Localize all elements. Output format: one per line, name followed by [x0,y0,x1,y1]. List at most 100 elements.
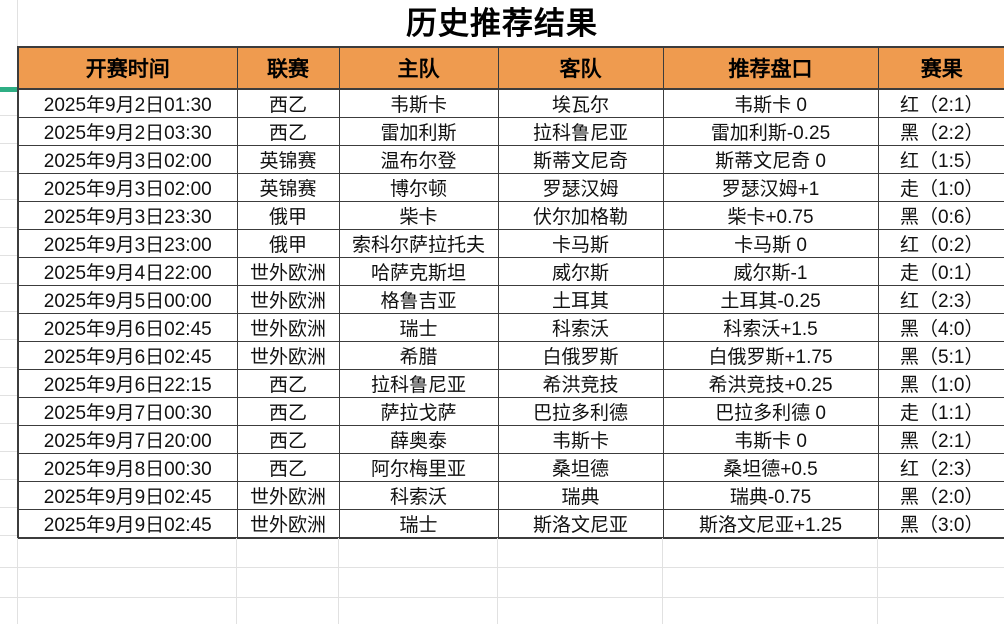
cell-away-team[interactable]: 桑坦德 [497,453,664,482]
table-row: 2025年9月9日02:45 世外欧洲 科索沃 瑞典 瑞典-0.75 黑（2:0… [17,481,1004,510]
cell-home-team[interactable]: 柴卡 [338,201,499,230]
cell-home-team[interactable]: 希腊 [338,341,499,370]
cell-handicap[interactable]: 巴拉多利德 0 [662,397,879,426]
cell-league[interactable]: 西乙 [236,117,340,146]
cell-home-team[interactable]: 拉科鲁尼亚 [338,369,499,398]
cell-home-team[interactable]: 博尔顿 [338,173,499,202]
cell-handicap[interactable]: 土耳其-0.25 [662,285,879,314]
cell-result[interactable]: 黑（0:6） [877,201,1004,230]
cell-away-team[interactable]: 威尔斯 [497,257,664,286]
cell-away-team[interactable]: 瑞典 [497,481,664,510]
cell-league[interactable]: 西乙 [236,397,340,426]
cell-result[interactable]: 黑（1:0） [877,369,1004,398]
cell-league[interactable]: 英锦赛 [236,145,340,174]
cell-home-team[interactable]: 瑞士 [338,509,499,539]
cell-kickoff-time[interactable]: 2025年9月2日01:30 [17,88,238,118]
cell-home-team[interactable]: 科索沃 [338,481,499,510]
cell-home-team[interactable]: 萨拉戈萨 [338,397,499,426]
cell-league[interactable]: 世外欧洲 [236,481,340,510]
cell-home-team[interactable]: 瑞士 [338,313,499,342]
cell-handicap[interactable]: 桑坦德+0.5 [662,453,879,482]
cell-handicap[interactable]: 柴卡+0.75 [662,201,879,230]
cell-league[interactable]: 英锦赛 [236,173,340,202]
cell-result[interactable]: 红（2:1） [877,88,1004,118]
cell-league[interactable]: 俄甲 [236,201,340,230]
cell-home-team[interactable]: 温布尔登 [338,145,499,174]
cell-league[interactable]: 世外欧洲 [236,285,340,314]
cell-result[interactable]: 走（1:1） [877,397,1004,426]
table-row: 2025年9月9日02:45 世外欧洲 瑞士 斯洛文尼亚 斯洛文尼亚+1.25 … [17,509,1004,539]
cell-league[interactable]: 西乙 [236,369,340,398]
cell-kickoff-time[interactable]: 2025年9月3日23:30 [17,201,238,230]
cell-result[interactable]: 黑（2:2） [877,117,1004,146]
cell-away-team[interactable]: 希洪竞技 [497,369,664,398]
cell-handicap[interactable]: 罗瑟汉姆+1 [662,173,879,202]
cell-kickoff-time[interactable]: 2025年9月3日02:00 [17,173,238,202]
cell-result[interactable]: 走（1:0） [877,173,1004,202]
cell-league[interactable]: 世外欧洲 [236,509,340,539]
cell-kickoff-time[interactable]: 2025年9月3日23:00 [17,229,238,258]
cell-away-team[interactable]: 卡马斯 [497,229,664,258]
cell-handicap[interactable]: 科索沃+1.5 [662,313,879,342]
cell-result[interactable]: 红（2:3） [877,285,1004,314]
cell-away-team[interactable]: 巴拉多利德 [497,397,664,426]
cell-league[interactable]: 俄甲 [236,229,340,258]
cell-home-team[interactable]: 阿尔梅里亚 [338,453,499,482]
table-row: 2025年9月6日02:45 世外欧洲 瑞士 科索沃 科索沃+1.5 黑（4:0… [17,313,1004,342]
cell-handicap[interactable]: 希洪竞技+0.25 [662,369,879,398]
empty-gridline-v [17,538,18,624]
cell-away-team[interactable]: 斯洛文尼亚 [497,509,664,539]
cell-away-team[interactable]: 拉科鲁尼亚 [497,117,664,146]
cell-handicap[interactable]: 瑞典-0.75 [662,481,879,510]
cell-kickoff-time[interactable]: 2025年9月7日00:30 [17,397,238,426]
cell-handicap[interactable]: 卡马斯 0 [662,229,879,258]
cell-kickoff-time[interactable]: 2025年9月5日00:00 [17,285,238,314]
cell-away-team[interactable]: 埃瓦尔 [497,88,664,118]
cell-handicap[interactable]: 韦斯卡 0 [662,88,879,118]
cell-league[interactable]: 世外欧洲 [236,257,340,286]
cell-result[interactable]: 黑（4:0） [877,313,1004,342]
cell-kickoff-time[interactable]: 2025年9月9日02:45 [17,481,238,510]
cell-home-team[interactable]: 索科尔萨拉托夫 [338,229,499,258]
cell-league[interactable]: 世外欧洲 [236,313,340,342]
cell-kickoff-time[interactable]: 2025年9月2日03:30 [17,117,238,146]
cell-handicap[interactable]: 威尔斯-1 [662,257,879,286]
cell-league[interactable]: 西乙 [236,425,340,454]
cell-away-team[interactable]: 伏尔加格勒 [497,201,664,230]
cell-kickoff-time[interactable]: 2025年9月6日02:45 [17,341,238,370]
cell-league[interactable]: 世外欧洲 [236,341,340,370]
cell-result[interactable]: 红（0:2） [877,229,1004,258]
cell-league[interactable]: 西乙 [236,88,340,118]
cell-away-team[interactable]: 科索沃 [497,313,664,342]
cell-result[interactable]: 黑（3:0） [877,509,1004,539]
cell-home-team[interactable]: 雷加利斯 [338,117,499,146]
cell-handicap[interactable]: 斯蒂文尼奇 0 [662,145,879,174]
cell-home-team[interactable]: 格鲁吉亚 [338,285,499,314]
cell-handicap[interactable]: 斯洛文尼亚+1.25 [662,509,879,539]
cell-result[interactable]: 红（2:3） [877,453,1004,482]
cell-result[interactable]: 黑（5:1） [877,341,1004,370]
cell-home-team[interactable]: 哈萨克斯坦 [338,257,499,286]
cell-home-team[interactable]: 薛奥泰 [338,425,499,454]
cell-league[interactable]: 西乙 [236,453,340,482]
cell-kickoff-time[interactable]: 2025年9月9日02:45 [17,509,238,539]
cell-away-team[interactable]: 白俄罗斯 [497,341,664,370]
cell-home-team[interactable]: 韦斯卡 [338,88,499,118]
cell-away-team[interactable]: 土耳其 [497,285,664,314]
cell-handicap[interactable]: 韦斯卡 0 [662,425,879,454]
cell-kickoff-time[interactable]: 2025年9月4日22:00 [17,257,238,286]
cell-away-team[interactable]: 斯蒂文尼奇 [497,145,664,174]
cell-handicap[interactable]: 雷加利斯-0.25 [662,117,879,146]
cell-result[interactable]: 黑（2:1） [877,425,1004,454]
cell-result[interactable]: 红（1:5） [877,145,1004,174]
cell-away-team[interactable]: 罗瑟汉姆 [497,173,664,202]
cell-result[interactable]: 走（0:1） [877,257,1004,286]
cell-handicap[interactable]: 白俄罗斯+1.75 [662,341,879,370]
cell-kickoff-time[interactable]: 2025年9月6日22:15 [17,369,238,398]
cell-kickoff-time[interactable]: 2025年9月3日02:00 [17,145,238,174]
cell-result[interactable]: 黑（2:0） [877,481,1004,510]
cell-kickoff-time[interactable]: 2025年9月8日00:30 [17,453,238,482]
cell-away-team[interactable]: 韦斯卡 [497,425,664,454]
cell-kickoff-time[interactable]: 2025年9月6日02:45 [17,313,238,342]
cell-kickoff-time[interactable]: 2025年9月7日20:00 [17,425,238,454]
